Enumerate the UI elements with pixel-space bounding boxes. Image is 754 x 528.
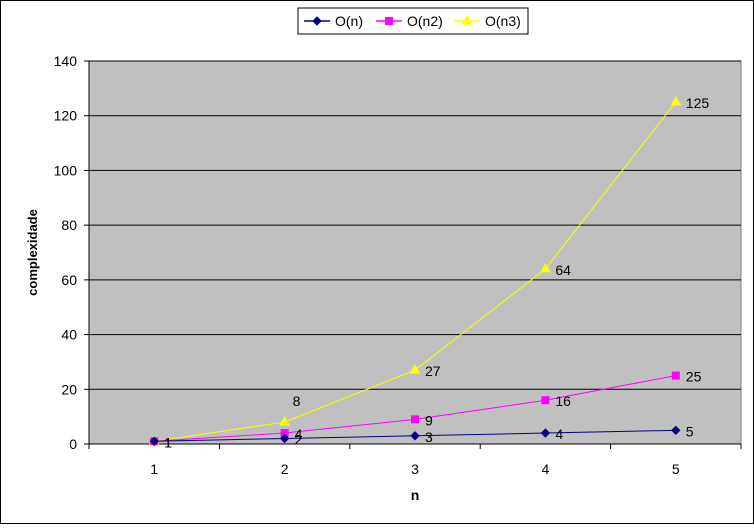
data-point xyxy=(540,428,551,438)
data-label: 3 xyxy=(425,429,433,445)
data-label: 125 xyxy=(686,95,710,111)
legend-marker xyxy=(312,16,322,26)
data-point xyxy=(670,96,682,106)
data-point xyxy=(410,431,420,441)
data-label: 1 xyxy=(164,434,172,450)
legend: O(n) O(n2) O(n3) xyxy=(297,7,529,35)
legend-label: O(n3) xyxy=(485,13,521,29)
data-label: 16 xyxy=(555,393,571,409)
data-point xyxy=(671,425,681,436)
data-label: 2 xyxy=(295,432,303,448)
y-tick-label: 0 xyxy=(69,436,77,452)
x-tick-label: 1 xyxy=(150,461,158,477)
series-group xyxy=(148,96,682,446)
data-label: 1 xyxy=(164,434,172,450)
data-label: 1 xyxy=(164,434,172,450)
axes: 0 20 40 60 80 100 120 140 1 2 3 4 5 xyxy=(54,53,742,477)
data-label: 9 xyxy=(425,412,433,428)
gridlines xyxy=(89,60,741,390)
y-tick-label: 100 xyxy=(54,162,78,178)
legend-label: O(n) xyxy=(335,13,363,29)
y-tick-label: 40 xyxy=(61,327,77,343)
x-axis-title: n xyxy=(411,487,420,503)
data-label: 5 xyxy=(686,423,694,439)
data-label: 64 xyxy=(555,262,571,278)
y-tick-label: 140 xyxy=(54,53,78,69)
data-point xyxy=(279,416,290,426)
data-point xyxy=(149,436,159,446)
data-point xyxy=(540,262,551,273)
y-tick-label: 60 xyxy=(61,272,77,288)
y-tick-label: 20 xyxy=(61,381,77,397)
x-tick-label: 4 xyxy=(542,461,550,477)
y-axis-title: complexidade xyxy=(25,209,40,296)
data-point xyxy=(541,396,550,405)
data-label: 4 xyxy=(555,426,563,442)
legend-box xyxy=(297,7,529,35)
y-tick-label: 80 xyxy=(61,217,77,233)
data-point xyxy=(279,433,290,444)
legend-marker xyxy=(385,17,393,25)
data-label: 8 xyxy=(293,393,301,409)
legend-marker xyxy=(461,14,473,25)
x-tick-label: 5 xyxy=(672,461,680,477)
legend-label: O(n2) xyxy=(407,13,443,29)
y-tick-label: 120 xyxy=(54,108,78,124)
x-tick-label: 3 xyxy=(411,461,419,477)
data-label: 25 xyxy=(686,369,702,385)
data-point xyxy=(671,371,680,380)
data-label: 27 xyxy=(425,363,441,379)
data-label: 4 xyxy=(295,426,303,442)
x-tick-label: 2 xyxy=(281,461,289,477)
plot-area xyxy=(88,60,742,445)
data-point xyxy=(411,415,419,424)
data-point xyxy=(409,364,421,374)
